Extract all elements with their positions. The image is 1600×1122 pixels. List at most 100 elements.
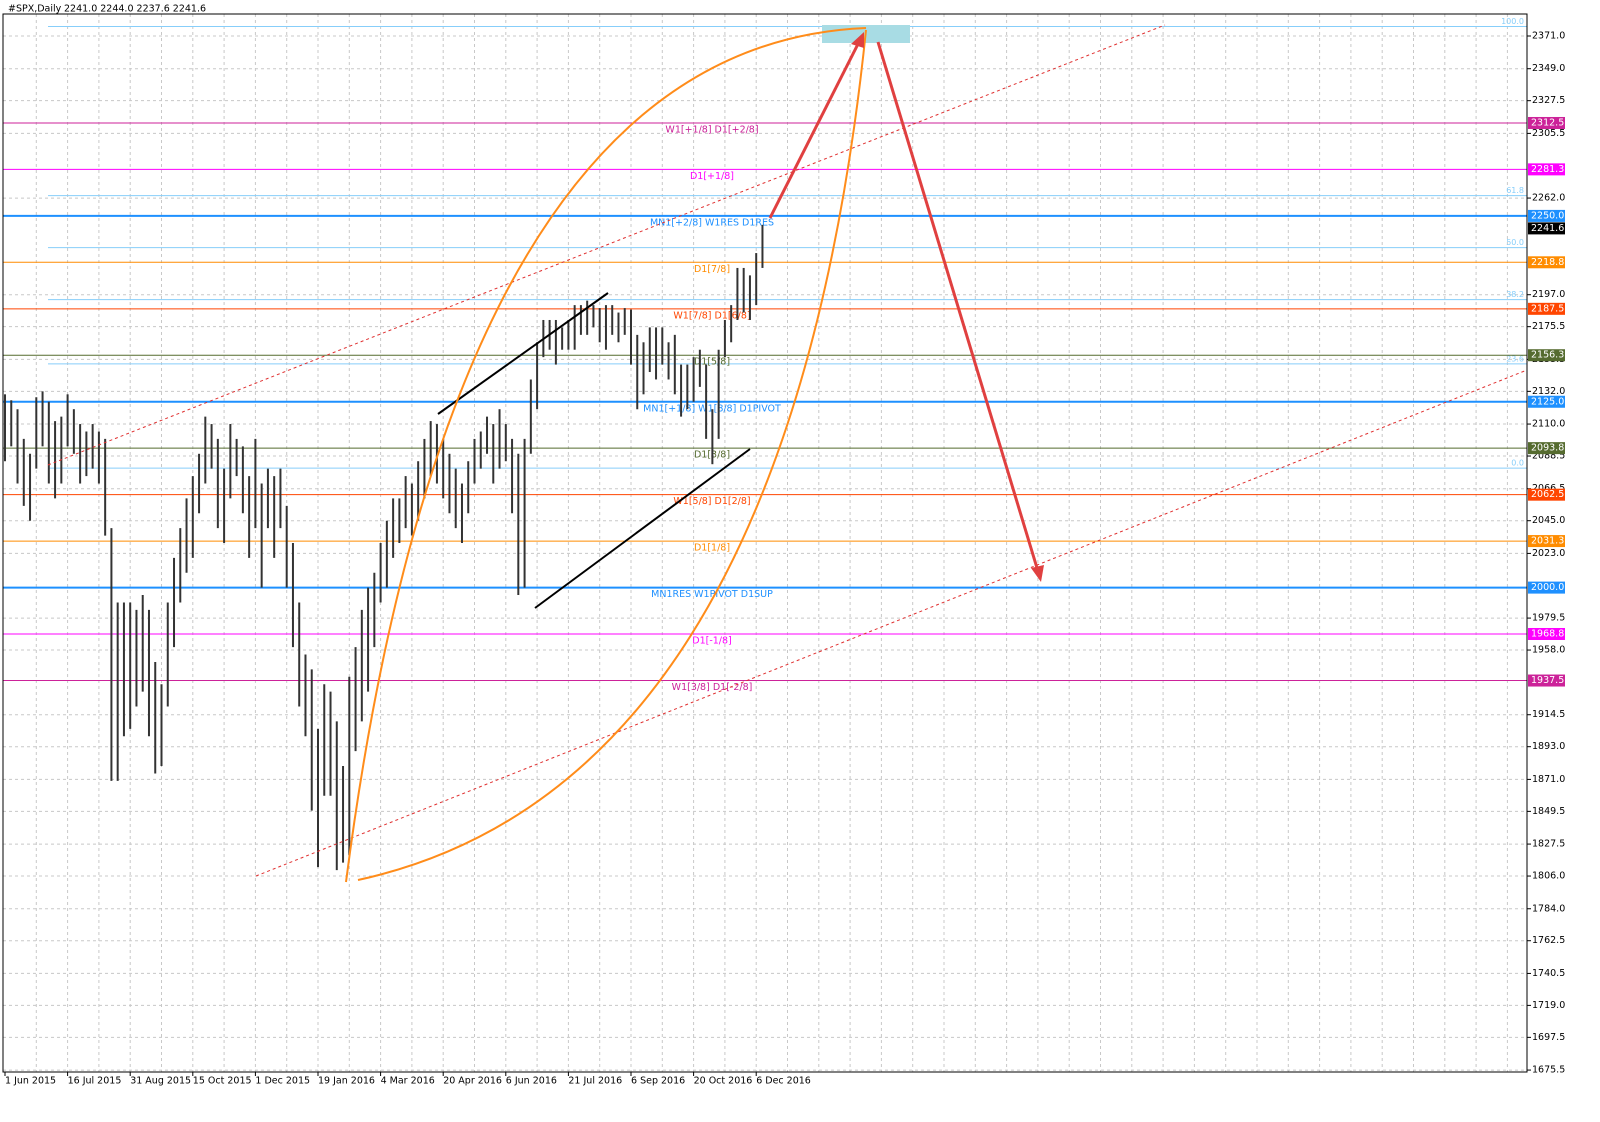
level-text: MN1[+1/8] W1[8/8] D1PIVOT xyxy=(643,403,781,414)
y-tick-label: 2088.5 xyxy=(1532,451,1565,462)
chart-title: #SPX,Daily xyxy=(8,4,62,15)
arrow xyxy=(876,41,1039,569)
price-label: 2062.5 xyxy=(1531,489,1564,500)
price-box xyxy=(1528,116,1565,129)
price-label: 2312.5 xyxy=(1531,117,1564,128)
level-text: W1[+1/8] D1[+2/8] xyxy=(665,124,758,135)
y-tick-label: 1697.5 xyxy=(1532,1032,1565,1043)
y-tick-label: 2132.0 xyxy=(1532,386,1565,397)
x-tick-label: 6 Jun 2016 xyxy=(506,1076,557,1087)
level-text: MN1[+2/8] W1RES D1RES xyxy=(650,217,774,228)
y-tick-label: 1784.0 xyxy=(1532,903,1565,914)
fib-label: 23.6 xyxy=(1506,354,1524,363)
x-tick-label: 1 Dec 2015 xyxy=(255,1076,310,1087)
y-tick-label: 1914.5 xyxy=(1532,709,1565,720)
level-text: MN1RES W1PIVOT D1SUP xyxy=(651,589,773,600)
y-tick-label: 1806.0 xyxy=(1532,871,1565,882)
y-tick-label: 1849.5 xyxy=(1532,806,1565,817)
x-tick-label: 20 Apr 2016 xyxy=(443,1076,502,1087)
x-tick-label: 4 Mar 2016 xyxy=(381,1076,435,1087)
bars xyxy=(4,224,764,871)
level-text: D1[+1/8] xyxy=(690,171,734,182)
price-label: 1968.8 xyxy=(1531,628,1564,639)
price-box xyxy=(1528,163,1565,176)
y-tick-label: 1893.0 xyxy=(1532,741,1565,752)
price-label: 2031.3 xyxy=(1531,536,1564,547)
x-tick-label: 6 Sep 2016 xyxy=(631,1076,685,1087)
y-tick-label: 1675.5 xyxy=(1532,1065,1565,1076)
price-label: 2156.3 xyxy=(1531,350,1564,361)
y-tick-label: 2197.0 xyxy=(1532,289,1565,300)
price-label: 2187.5 xyxy=(1531,303,1564,314)
price-box xyxy=(1528,442,1565,455)
y-tick-label: 1762.5 xyxy=(1532,935,1565,946)
price-box xyxy=(1528,256,1565,269)
level-text: W1[7/8] D1[6/8] xyxy=(673,310,750,321)
x-tick-label: 21 Jul 2016 xyxy=(568,1076,622,1087)
price-box xyxy=(1528,302,1565,315)
fib-label: 50.0 xyxy=(1506,238,1524,247)
price-box xyxy=(1528,488,1565,501)
price-label: 2250.0 xyxy=(1531,210,1564,221)
y-tick-label: 2110.0 xyxy=(1532,419,1565,430)
price-box xyxy=(1528,581,1565,594)
trend-line xyxy=(534,448,751,609)
x-tick-label: 1 Jun 2015 xyxy=(5,1076,56,1087)
x-tick-label: 16 Jul 2015 xyxy=(68,1076,122,1087)
y-tick-label: 1740.5 xyxy=(1532,968,1565,979)
y-tick-label: 2175.5 xyxy=(1532,321,1565,332)
price-label: 2281.3 xyxy=(1531,164,1564,175)
axis: 2371.0 2349.0 2327.5 2305.5 2262.0 2197.0 2175… xyxy=(4,31,1565,1087)
price-box xyxy=(1528,349,1565,362)
plot-frame xyxy=(2,13,1528,1073)
channel-upper xyxy=(47,24,1166,466)
x-tick-label: 31 Aug 2015 xyxy=(130,1076,191,1087)
level-text: D1[1/8] xyxy=(694,543,730,554)
x-tick-label: 6 Dec 2016 xyxy=(756,1076,811,1087)
y-tick-label: 2262.0 xyxy=(1532,193,1565,204)
drawings xyxy=(47,24,1528,883)
y-tick-label: 2305.5 xyxy=(1532,128,1565,139)
price-label: 2125.0 xyxy=(1531,396,1564,407)
y-tick-label: 2045.0 xyxy=(1532,515,1565,526)
x-tick-label: 20 Oct 2016 xyxy=(694,1076,753,1087)
arrowhead xyxy=(851,32,864,48)
current-price-box xyxy=(1528,222,1565,235)
y-tick-label: 2327.5 xyxy=(1532,95,1565,106)
fib-label: 61.8 xyxy=(1506,186,1524,195)
fib-label: 0.0 xyxy=(1511,459,1524,468)
level-text: D1[-1/8] xyxy=(692,635,732,646)
level-text: W1[3/8] D1[-2/8] xyxy=(672,682,753,693)
y-tick-label: 1719.0 xyxy=(1532,1000,1565,1011)
level-text: D1[5/8] xyxy=(694,357,730,368)
grid xyxy=(3,14,1527,1072)
y-tick-label: 1871.0 xyxy=(1532,774,1565,785)
x-tick-label: 19 Jan 2016 xyxy=(318,1076,375,1087)
fib-label: 100.0 xyxy=(1501,17,1524,26)
channel-lower xyxy=(255,369,1528,877)
arc xyxy=(345,27,867,883)
y-tick-label: 2023.0 xyxy=(1532,548,1565,559)
price-box xyxy=(1528,395,1565,408)
y-tick-label: 2349.0 xyxy=(1532,63,1565,74)
y-tick-label: 1958.0 xyxy=(1532,645,1565,656)
level-text: W1[5/8] D1[2/8] xyxy=(673,496,750,507)
levels: 100.0 61.8 50.0 38.2 23.6 0.0 W1[+1/8] D1[+2/8… xyxy=(3,17,1527,693)
price-label: 1937.5 xyxy=(1531,675,1564,686)
price-box xyxy=(1528,674,1565,687)
arc xyxy=(357,29,867,881)
price-box xyxy=(1528,209,1565,222)
price-box xyxy=(1528,627,1565,640)
y-tick-label: 1979.5 xyxy=(1532,613,1565,624)
fib-label: 38.2 xyxy=(1506,290,1524,299)
y-tick-label: 2371.0 xyxy=(1532,31,1565,42)
ohlc-header: 2241.0 2244.0 2237.6 2241.6 xyxy=(64,4,206,15)
y-tick-label: 1827.5 xyxy=(1532,839,1565,850)
price-label: 2218.8 xyxy=(1531,257,1564,268)
trend-line xyxy=(437,292,609,415)
price-label: 2093.8 xyxy=(1531,443,1564,454)
level-text: D1[7/8] xyxy=(694,264,730,275)
